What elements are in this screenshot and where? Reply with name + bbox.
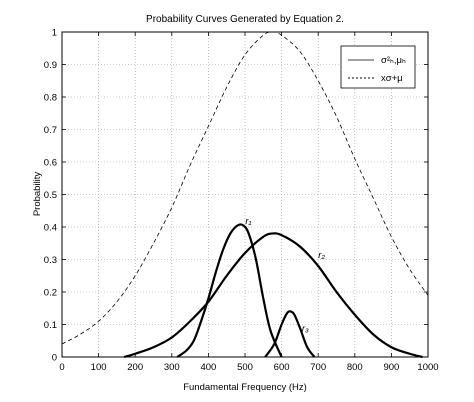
y-tick-label: 0.5 <box>44 190 57 201</box>
x-axis-ticks: 0 100 200 300 400 500 600 700 800 900 1000 <box>59 32 439 373</box>
x-axis-title: Fundamental Frequency (Hz) <box>183 382 307 393</box>
y-tick-label: 1 <box>52 28 57 39</box>
y-tick-label: 0.3 <box>44 255 57 266</box>
y-tick-label: 0.6 <box>44 158 57 169</box>
curve-r3 <box>264 310 316 358</box>
y-tick-label: 0.2 <box>44 288 57 299</box>
y-tick-label: 0.4 <box>44 223 57 234</box>
curve-labels: r₁ r₃ r₂ <box>245 216 325 335</box>
x-tick-label: 300 <box>164 362 180 373</box>
x-tick-label: 900 <box>383 362 399 373</box>
legend: σ²ₕ,μₕ xσ+μ <box>340 45 416 89</box>
legend-box <box>340 45 416 89</box>
x-tick-label: 1000 <box>417 362 438 373</box>
legend-entry-dashed: xσ+μ <box>381 73 403 84</box>
x-tick-label: 500 <box>237 362 253 373</box>
x-tick-label: 700 <box>310 362 326 373</box>
y-tick-label: 0.7 <box>44 125 57 136</box>
curve-label-1: r₁ <box>245 216 251 227</box>
x-tick-label: 100 <box>91 362 107 373</box>
chart-title: Probability Curves Generated by Equation… <box>146 14 344 25</box>
curve-label-3: r₂ <box>318 250 325 261</box>
x-tick-label: 200 <box>127 362 143 373</box>
x-tick-label: 0 <box>59 362 64 373</box>
x-tick-label: 800 <box>347 362 363 373</box>
y-tick-label: 0 <box>52 353 57 364</box>
legend-entry-solid: σ²ₕ,μₕ <box>381 55 406 66</box>
x-tick-label: 600 <box>274 362 290 373</box>
x-tick-label: 400 <box>200 362 216 373</box>
curves <box>61 31 429 359</box>
y-tick-label: 0.9 <box>44 60 57 71</box>
dashed-curve <box>61 31 429 345</box>
curve-r2 <box>123 232 423 359</box>
curve-label-2: r₃ <box>302 324 309 335</box>
y-axis-ticks: 0 0.1 0.2 0.3 0.4 0.5 0.6 0.7 0.8 0.9 1 <box>44 28 428 364</box>
curve-r1 <box>176 223 283 358</box>
y-tick-label: 0.8 <box>44 93 57 104</box>
y-tick-label: 0.1 <box>44 320 57 331</box>
y-axis-title: Probability <box>32 172 43 217</box>
